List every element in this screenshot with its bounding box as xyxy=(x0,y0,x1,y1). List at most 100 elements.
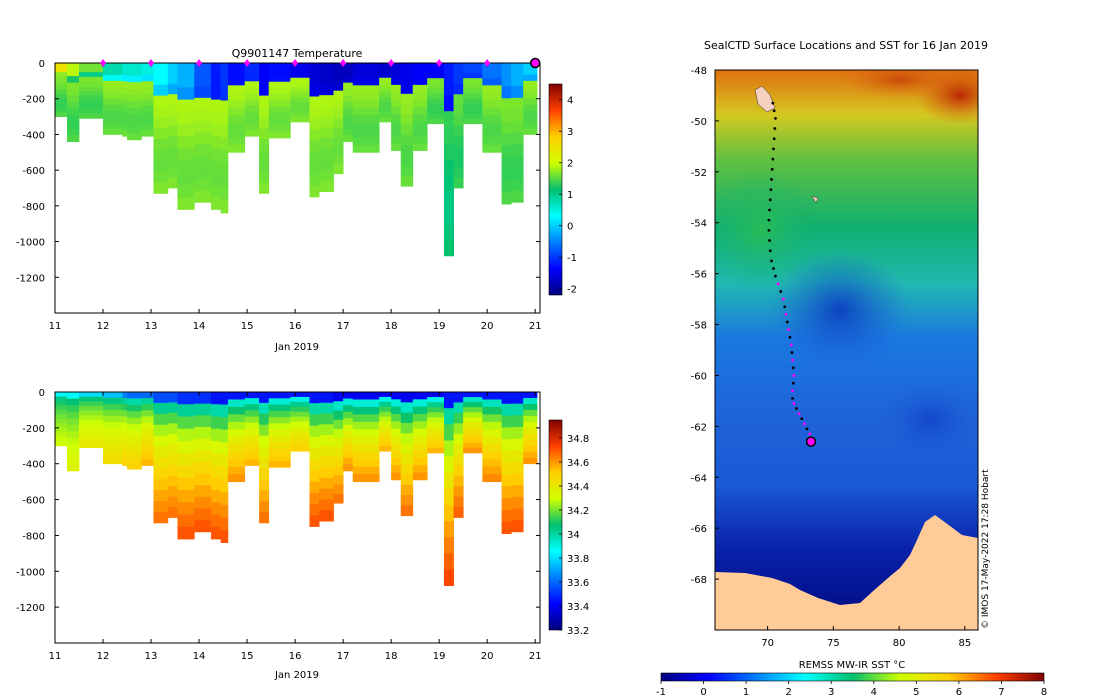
profile-cell xyxy=(501,133,512,146)
profile-cell xyxy=(55,63,68,68)
profile-cell xyxy=(379,82,392,88)
profile-cell xyxy=(122,416,128,424)
profile-cell xyxy=(67,398,80,406)
profile-cell xyxy=(453,496,464,508)
profile-cell xyxy=(220,467,229,481)
colorbar-tick-label: 34.6 xyxy=(567,458,589,469)
profile-cell xyxy=(352,399,380,408)
profile-cell xyxy=(482,459,502,468)
track-point xyxy=(768,198,772,202)
profile-cell xyxy=(153,128,169,140)
profile-cell xyxy=(482,392,502,400)
profile-cell xyxy=(227,107,246,116)
profile-cell xyxy=(220,163,229,176)
profile-cell xyxy=(523,74,538,82)
colorbar-tick-label: 3 xyxy=(567,127,573,138)
surface-marker xyxy=(340,59,347,67)
profile-cell xyxy=(319,402,334,414)
profile-cell xyxy=(427,93,445,99)
profile-cell xyxy=(309,504,320,516)
profile-cell xyxy=(103,63,123,70)
profile-cell xyxy=(122,69,128,76)
profile-cell xyxy=(122,130,128,137)
salinity-xlabel: Jan 2019 xyxy=(274,670,319,681)
profile-cell xyxy=(167,423,178,435)
profile-cell xyxy=(244,130,260,137)
sst-colorbar-label: REMSS MW-IR SST °C xyxy=(799,660,906,671)
profile-cell xyxy=(391,135,402,144)
profile-cell xyxy=(227,70,246,79)
profile-cell xyxy=(352,107,380,116)
profile-cell xyxy=(194,426,212,440)
profile-cell xyxy=(482,436,502,445)
profile-cell xyxy=(79,104,104,110)
profile-cell xyxy=(127,456,142,464)
profile-cell xyxy=(523,433,538,441)
sst-colorbar-tick-label: 1 xyxy=(743,687,749,698)
profile-cell xyxy=(141,422,154,430)
profile-cell xyxy=(379,117,392,123)
track-point xyxy=(767,218,771,222)
profile-cell xyxy=(127,462,142,470)
antarctic-landmass xyxy=(715,515,978,630)
profile-cell xyxy=(67,135,80,142)
profile-cell xyxy=(352,115,380,123)
profile-cell xyxy=(463,447,483,454)
profile-cell xyxy=(412,399,428,408)
profile-cell xyxy=(379,416,392,422)
profile-cell xyxy=(103,128,123,135)
x-tick-label: 19 xyxy=(433,321,446,332)
profile-cell xyxy=(511,109,524,122)
profile-cell xyxy=(177,392,195,405)
profile-cell xyxy=(443,175,454,192)
profile-cell xyxy=(268,88,291,95)
profile-cell xyxy=(400,392,414,403)
track-point xyxy=(800,417,804,421)
profile-cell xyxy=(268,429,291,437)
profile-cell xyxy=(443,472,454,490)
profile-cell xyxy=(453,83,464,95)
profile-cell xyxy=(443,504,454,522)
profile-cell xyxy=(319,148,334,160)
profile-cell xyxy=(309,481,320,494)
profile-cell xyxy=(244,105,260,113)
track-point xyxy=(770,259,773,263)
profile-cell xyxy=(268,398,291,405)
track-point xyxy=(768,208,771,212)
profile-cell xyxy=(177,111,195,125)
profile-cell xyxy=(523,415,538,423)
profile-cell xyxy=(412,99,428,108)
profile-cell xyxy=(122,392,128,399)
profile-cell xyxy=(227,406,246,415)
profile-cell xyxy=(523,397,538,405)
profile-cell xyxy=(79,424,104,430)
profile-cell xyxy=(122,117,128,125)
profile-cell xyxy=(67,121,80,129)
track-point xyxy=(776,282,780,286)
profile-cell xyxy=(453,412,464,424)
profile-cell xyxy=(211,63,222,76)
profile-cell xyxy=(463,103,483,109)
profile-cell xyxy=(141,81,154,88)
profile-cell xyxy=(453,465,464,477)
profile-cell xyxy=(412,406,428,415)
profile-cell xyxy=(309,392,320,404)
track-point xyxy=(770,167,774,171)
profile-cell xyxy=(319,105,334,117)
profile-cell xyxy=(333,99,344,110)
profile-cell xyxy=(167,156,178,168)
x-tick-label: 17 xyxy=(337,651,350,662)
profile-cell xyxy=(290,63,310,69)
profile-cell xyxy=(523,110,538,117)
profile-cell xyxy=(333,438,344,448)
profile-cell xyxy=(127,449,142,457)
profile-cell xyxy=(501,510,512,523)
profile-cell xyxy=(268,417,291,424)
profile-cell xyxy=(220,442,229,456)
profile-cell xyxy=(391,99,402,108)
sst-colorbar-ticks: -1 0 1 2 3 4 5 6 7 8 xyxy=(656,681,1047,698)
profile-cell xyxy=(67,95,80,103)
profile-cell xyxy=(55,67,68,73)
profile-cell xyxy=(141,404,154,411)
profile-cell xyxy=(482,129,502,138)
